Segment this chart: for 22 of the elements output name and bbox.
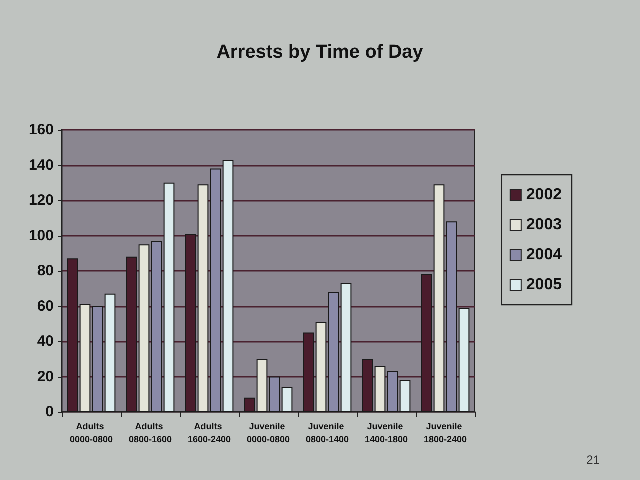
legend-label: 2004 xyxy=(526,246,562,264)
x-tick-label: Adults 0800-1600 xyxy=(128,422,172,444)
legend-label: 2002 xyxy=(526,186,562,204)
x-tick-label: Juvenile 0800-1400 xyxy=(306,422,350,444)
legend-label: 2003 xyxy=(526,216,562,234)
y-tick-label: 20 xyxy=(37,368,54,386)
y-tick-label: 100 xyxy=(28,227,54,244)
x-tick-label: Juvenile 1400-1800 xyxy=(364,422,408,444)
y-tick-label: 40 xyxy=(37,333,54,350)
x-tick-label: Juvenile 1800-2400 xyxy=(424,422,468,444)
y-tick-label: 120 xyxy=(28,192,54,209)
x-tick-label: Adults 1600-2400 xyxy=(188,422,232,444)
y-tick-label: 0 xyxy=(46,404,54,420)
x-tick-label: Adults 0000-0800 xyxy=(70,422,114,444)
y-tick-label: 60 xyxy=(37,298,54,315)
chart-title: Arrests by Time of Day xyxy=(216,42,424,63)
legend-label: 2005 xyxy=(526,276,562,294)
y-tick-label: 140 xyxy=(28,156,54,174)
y-tick-label: 160 xyxy=(28,122,54,138)
x-tick-label: Juvenile 0000-0800 xyxy=(246,422,290,444)
y-tick-label: 80 xyxy=(37,262,54,280)
text: 21 xyxy=(586,453,600,467)
